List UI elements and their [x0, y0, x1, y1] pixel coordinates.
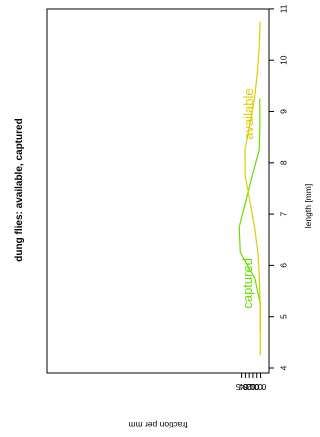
series-line-available	[244, 21, 261, 356]
y-tick-label: 0.1	[251, 382, 263, 392]
x-axis-label: length [mm]	[303, 184, 313, 228]
series-group	[238, 21, 261, 356]
chart-title: dung flies: available, captured	[14, 118, 25, 261]
x-tick-label: 11	[278, 4, 288, 13]
series-label-captured: captured	[240, 258, 255, 309]
x-tick-label: 4	[278, 365, 288, 370]
y-tick-label: 0.3	[243, 382, 255, 392]
plot-frame	[46, 8, 270, 374]
y-tick-label: 0.5	[235, 382, 247, 392]
series-label-available: available	[241, 88, 256, 139]
x-tick-label: 9	[278, 109, 288, 114]
y-axis-label: fraction per mm	[128, 420, 187, 430]
y-tick-label: 0.0	[254, 382, 266, 392]
x-tick-label: 7	[278, 211, 288, 216]
y-tick-label: 0.2	[247, 382, 259, 392]
series-labels: captured available	[240, 88, 256, 308]
x-tick-label: 8	[278, 160, 288, 165]
y-tick-label: 0.4	[239, 382, 251, 392]
x-tick-label: 5	[278, 314, 288, 319]
x-tick-label: 10	[278, 55, 288, 65]
x-tick-label: 6	[278, 263, 288, 268]
series-line-captured	[238, 98, 261, 330]
ticks: 4 5 6 7 8 9 10 11 0.00.10.20.30.40.5	[235, 4, 288, 392]
